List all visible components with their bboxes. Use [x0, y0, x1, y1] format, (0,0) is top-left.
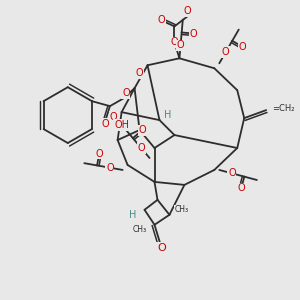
Text: O: O [237, 183, 245, 193]
Text: O: O [122, 88, 130, 98]
Text: CH₃: CH₃ [174, 205, 188, 214]
Text: H: H [164, 110, 171, 120]
Text: O: O [239, 42, 246, 52]
Text: O: O [171, 37, 178, 47]
Text: O: O [177, 40, 184, 50]
Text: O: O [110, 112, 117, 122]
Text: O: O [136, 68, 143, 78]
Text: O: O [190, 28, 197, 38]
Text: O: O [95, 149, 103, 159]
Text: O: O [101, 119, 109, 129]
Text: O: O [137, 143, 145, 153]
Text: O: O [138, 125, 146, 135]
Text: O: O [184, 6, 191, 16]
Text: =CH₂: =CH₂ [272, 103, 295, 112]
Text: H: H [129, 210, 136, 220]
Text: O: O [228, 168, 236, 178]
Text: O: O [157, 243, 166, 253]
Text: CH₃: CH₃ [133, 225, 147, 234]
Text: O: O [222, 47, 230, 57]
Text: OH: OH [114, 120, 129, 130]
Text: O: O [158, 15, 165, 26]
Text: O: O [106, 163, 114, 173]
